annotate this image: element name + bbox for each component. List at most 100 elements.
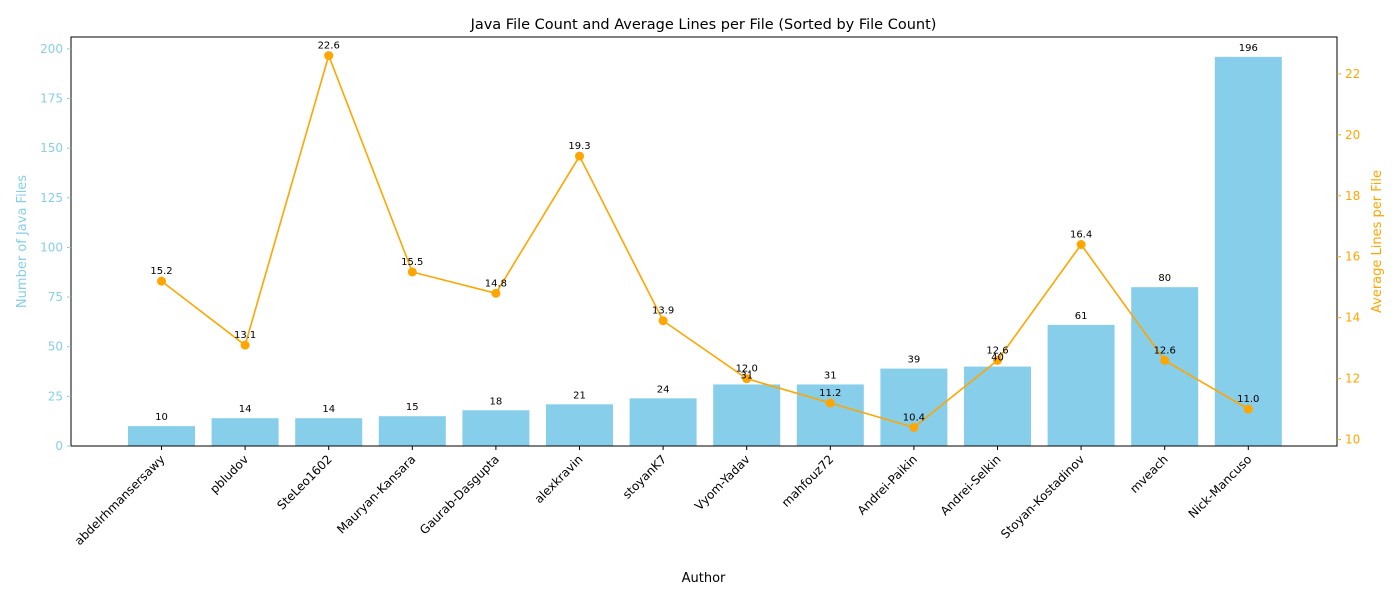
bar-value-label: 31 (740, 370, 753, 381)
line-point-Andrei-Selkin (993, 355, 1002, 365)
line-point-mahfouz72 (825, 398, 835, 408)
x-tick-label: stoyanK7 (620, 452, 669, 501)
right-tick-label: 22 (1345, 67, 1360, 81)
line-value-label: 19.3 (568, 141, 590, 152)
right-tick-label: 12 (1345, 372, 1360, 386)
line-value-label: 13.1 (234, 330, 256, 341)
bar-abdelrhmansersawy (128, 426, 195, 446)
bar-value-label: 14 (239, 404, 252, 415)
left-y-axis-label: Number of Java Files (15, 175, 30, 308)
line-point-Mauryan-Kansara (407, 267, 417, 277)
bar-Andrei-Selkin (964, 366, 1031, 446)
left-tick-label: 150 (40, 141, 63, 155)
left-tick-label: 100 (40, 240, 63, 254)
line-value-label: 16.4 (1070, 230, 1092, 241)
right-tick-label: 16 (1345, 250, 1360, 264)
x-tick-label: SteLeo1602 (274, 452, 334, 512)
right-tick-label: 18 (1345, 189, 1360, 203)
x-tick-label: mveach (1127, 452, 1171, 496)
line-value-label: 12.6 (986, 345, 1008, 356)
line-point-alexkravin (575, 151, 584, 161)
bar-pbludov (211, 418, 279, 446)
x-axis: abdelrhmansersawy pbludov SteLeo1602 Maurya… (72, 446, 1255, 548)
x-tick-label: Mauryan-Kansara (334, 452, 418, 536)
line-point-abdelrhmansersawy (157, 276, 166, 286)
right-tick-label: 20 (1345, 128, 1360, 142)
bar-value-label: 39 (908, 355, 921, 366)
bar-value-label: 80 (1158, 273, 1171, 284)
bar-value-label: 31 (824, 370, 837, 381)
left-tick-label: 175 (40, 92, 63, 106)
bar-stoyanK7 (629, 398, 697, 446)
line-value-label: 15.2 (150, 266, 172, 277)
line-point-SteLeo1602 (324, 51, 334, 61)
bar-Andrei-Paikin (880, 368, 948, 446)
line-value-label: 11.2 (819, 388, 841, 399)
bar-mahfouz72 (796, 384, 864, 446)
line-value-label: 11.0 (1237, 394, 1259, 405)
x-tick-label: Nick-Mancuso (1186, 452, 1255, 521)
line-point-Andrei-Paikin (909, 422, 919, 432)
line-value-label: 13.9 (652, 306, 674, 317)
bar-value-labels: 10 14 14 15 18 21 24 31 31 39 40 61 80 196 (155, 43, 1258, 423)
plot-frame (70, 36, 1338, 447)
right-tick-label: 14 (1345, 311, 1360, 325)
right-y-axis-label: Average Lines per File (1370, 170, 1385, 313)
line-value-labels: 15.2 13.1 22.6 15.5 14.8 19.3 13.9 12.0 11.2 10.4… (150, 41, 1259, 424)
bar-value-label: 40 (991, 353, 1004, 364)
line-value-label: 12.6 (1154, 345, 1176, 356)
x-tick-label: Stoyan-Kostadinov (998, 452, 1087, 541)
left-tick-label: 125 (40, 191, 63, 205)
line-point-Vyom-Yadav (742, 374, 752, 384)
line-point-Gaurab-Dasgupta (491, 288, 501, 298)
x-tick-label: abdelrhmansersawy (72, 452, 168, 548)
x-tick-label: alexkravin (532, 452, 586, 506)
chart-title: Java File Count and Average Lines per Fi… (470, 17, 937, 33)
x-tick-label: Andrei-Paikin (855, 452, 920, 517)
line-point-stoyanK7 (658, 316, 668, 326)
left-tick-label: 0 (55, 439, 63, 453)
left-y-axis: 0 25 50 75 100 125 150 175 200 (40, 42, 71, 453)
x-tick-label: Vyom-Yadav (692, 452, 753, 513)
bar-value-label: 14 (322, 404, 335, 415)
left-tick-label: 75 (48, 290, 63, 304)
line-value-label: 15.5 (401, 257, 423, 268)
bar-alexkravin (546, 404, 613, 446)
bar-value-label: 10 (155, 412, 168, 423)
x-tick-label: Andrei-Selkin (938, 452, 1004, 518)
left-tick-label: 200 (40, 42, 63, 56)
x-tick-label: pbludov (207, 452, 251, 496)
bar-value-label: 196 (1239, 43, 1258, 54)
x-axis-label: Author (682, 571, 726, 586)
line-point-Stoyan-Kostadinov (1076, 240, 1086, 250)
bar-Gaurab-Dasgupta (462, 410, 530, 446)
bar-Mauryan-Kansara (378, 416, 446, 446)
x-tick-label: mahfouz72 (779, 452, 837, 510)
line-series (157, 51, 1253, 432)
bar-value-label: 18 (490, 396, 503, 407)
left-tick-label: 50 (48, 340, 63, 354)
bar-value-label: 61 (1075, 311, 1088, 322)
bar-Stoyan-Kostadinov (1047, 324, 1115, 446)
bar-value-label: 24 (657, 384, 670, 395)
bar-Nick-Mancuso (1214, 56, 1282, 446)
bar-series (128, 56, 1282, 446)
line-value-label: 22.6 (318, 41, 340, 52)
bar-SteLeo1602 (295, 418, 363, 446)
line-value-label: 10.4 (903, 412, 925, 423)
line-value-label: 14.8 (485, 278, 507, 289)
line-point-Nick-Mancuso (1243, 404, 1253, 414)
line-value-label: 12.0 (736, 364, 758, 375)
right-tick-label: 10 (1345, 433, 1360, 447)
bar-value-label: 15 (406, 402, 419, 413)
average-lines-polyline (161, 53, 1249, 429)
right-y-axis: 10 12 14 16 18 20 22 (1337, 67, 1360, 447)
line-point-mveach (1160, 355, 1170, 365)
left-tick-label: 25 (48, 389, 63, 403)
line-point-pbludov (240, 340, 250, 350)
bar-Vyom-Yadav (713, 384, 781, 446)
x-tick-label: Gaurab-Dasgupta (417, 452, 502, 537)
plot-border (70, 36, 1338, 447)
